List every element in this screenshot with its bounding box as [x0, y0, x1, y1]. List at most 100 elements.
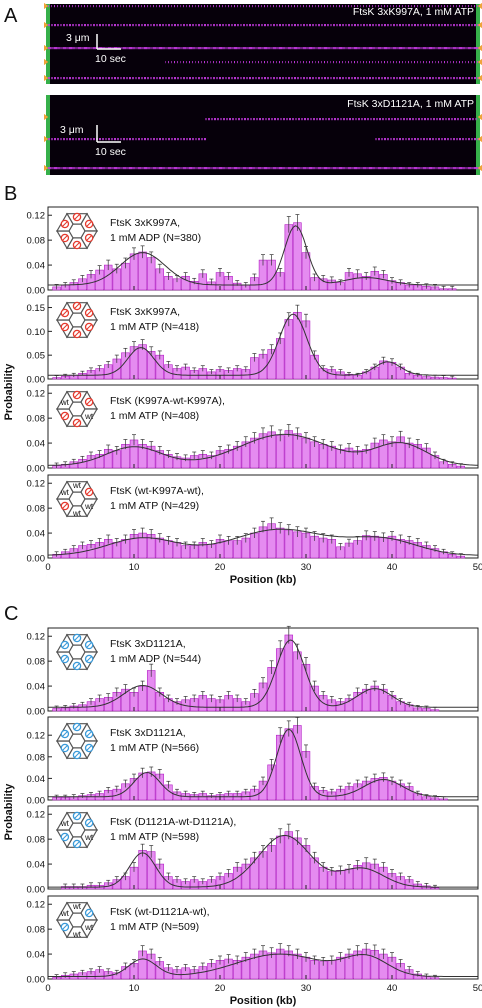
kymograph-1-track-3-seg-0	[363, 61, 364, 64]
kymograph-1-track-4-seg-0	[462, 77, 464, 80]
hexamer-icon-3: wt wt	[55, 390, 99, 428]
kymograph-1-track-0-seg-0	[291, 5, 292, 8]
kymograph-2-track-0-seg-0	[436, 118, 438, 121]
kymograph-1-track-0-seg-0	[261, 5, 262, 8]
ytick-label-3-1: 0.04	[27, 439, 46, 450]
kymograph-1-track-4-seg-0	[357, 77, 359, 80]
kymograph-1-track-1-seg-0	[354, 24, 356, 27]
kymograph-1-track-0-seg-0	[342, 5, 343, 8]
kymograph-1-track-1-seg-0	[429, 24, 431, 27]
kymograph-1-track-2-seg-0	[249, 47, 252, 50]
kymograph-1-track-0-seg-0	[444, 5, 445, 8]
kymograph-1-track-1-seg-0	[426, 24, 428, 27]
kymograph-1-track-3-seg-0	[192, 61, 193, 64]
kymograph-2-track-1-seg-1	[381, 138, 383, 141]
kymograph-1-track-3-seg-0	[408, 61, 409, 64]
kymograph-1-track-2-seg-0	[120, 47, 123, 50]
wt-label-4-0: wt	[72, 481, 82, 490]
hexamer-subunit-4-5	[55, 480, 74, 500]
kymograph-1-track-2-seg-0	[183, 47, 186, 50]
kymograph-1-track-1-seg-0	[336, 24, 338, 27]
kymograph-2-scalebar	[96, 125, 121, 143]
kymograph-2-tracks	[44, 114, 482, 171]
histogram-panel-4: 0.00 0.04 0.08 0.12 0 10 20 30 40 50 Position (kb)…	[27, 474, 482, 586]
bar-5-27	[275, 648, 285, 712]
ytick-label-3-3: 0.12	[27, 389, 46, 400]
kymograph-1-track-1-seg-0	[423, 24, 425, 27]
kymograph-2-track-1-seg-1	[435, 138, 437, 141]
kymograph-1-track-3-seg-0	[417, 61, 418, 64]
legend-line1-5: FtsK 3xD1121A,	[110, 638, 186, 650]
kymograph-1-track-1-seg-0	[276, 24, 278, 27]
kymograph-2-track-2-seg-0	[252, 167, 255, 170]
kymograph-1-track-0-seg-0	[126, 5, 127, 8]
kymograph-1-track-3-seg-0	[216, 61, 217, 64]
legend-line2-1: 1 mM ADP (N=380)	[110, 232, 201, 244]
kymograph-1-right-bead	[476, 4, 480, 84]
kymograph-1-track-3-seg-0	[405, 61, 406, 64]
kymograph-1-track-3-seg-0	[336, 61, 337, 64]
kymograph-1-track-1-seg-0	[270, 24, 272, 27]
kymograph-1-track-1-seg-0	[81, 24, 83, 27]
kymograph-2-track-2-seg-0	[369, 167, 372, 170]
mutant-slash-1-1	[85, 220, 93, 228]
kymograph-2-track-1-seg-0	[171, 138, 173, 141]
mutant-slash-2-0	[73, 302, 81, 310]
kymograph-1-track-2-seg-0	[159, 47, 162, 50]
legend-line2-5: 1 mM ADP (N=544)	[110, 653, 201, 665]
kymograph-2-track-0-seg-0	[283, 118, 285, 121]
kymograph-1-track-3-seg-0	[213, 61, 214, 64]
kymograph-2-track-2-seg-0	[399, 167, 402, 170]
kymograph-1-track-2-seg-0	[51, 47, 54, 50]
kymograph-1-track-2-seg-0	[111, 47, 114, 50]
kymograph-2-track-1-seg-1	[396, 138, 398, 141]
kymograph-1-track-0-seg-0	[252, 5, 253, 8]
kymograph-1-track-0-seg-0	[438, 5, 439, 8]
kymograph-1-track-1-seg-0	[60, 24, 62, 27]
bar-6-28	[284, 728, 294, 801]
wt-label-8-5: wt	[60, 909, 70, 918]
hexamer-subunit-3-5	[55, 390, 74, 410]
kymograph-2-track-0-seg-0	[469, 118, 471, 121]
kymograph-1-left-bead	[46, 4, 50, 84]
kymograph-2-scale-x: 10 sec	[95, 146, 126, 158]
kymograph-1-track-4-seg-0	[276, 77, 278, 80]
kymograph-2-track-2-seg-0	[462, 167, 465, 170]
kymograph-2-track-2-seg-0	[384, 167, 387, 170]
kymograph-2-track-1-seg-0	[144, 138, 146, 141]
kymograph-2-track-0-seg-0	[475, 118, 477, 121]
kymograph-1-track-2-seg-0	[345, 47, 348, 50]
kymograph-1-track-1-seg-0	[231, 24, 233, 27]
ytick-label-2-3: 0.15	[27, 303, 46, 314]
kymograph-1-track-2-seg-0	[252, 47, 255, 50]
kymograph-1-track-3-seg-0	[360, 61, 361, 64]
kymograph-1-track-0-seg-0	[159, 5, 160, 8]
kymograph-2-track-2-seg-0	[420, 167, 423, 170]
kymograph-1-track-0-seg-0	[192, 5, 193, 8]
group-c-ylabel: Probability	[3, 783, 15, 841]
xtick-label-4-1: 10	[129, 562, 140, 573]
kymograph-2-track-0-seg-0	[271, 118, 273, 121]
kymograph-2-track-2-seg-0	[324, 167, 327, 170]
kymograph-1-track-0-seg-0	[57, 5, 58, 8]
kymograph-1-track-4-seg-0	[378, 77, 380, 80]
ytick-label-4-3: 0.12	[27, 479, 46, 490]
kymograph-1-track-1-seg-0	[318, 24, 320, 27]
kymograph-2-track-2-seg-0	[432, 167, 435, 170]
kymograph-2-track-2-seg-0	[99, 167, 102, 170]
kymograph-1-track-0-seg-0	[453, 5, 454, 8]
kymograph-2-track-1-seg-0	[108, 138, 110, 141]
kymograph-1-track-1-seg-0	[123, 24, 125, 27]
kymograph-1-track-1-seg-0	[210, 24, 212, 27]
kymograph-1-track-3-seg-0	[420, 61, 421, 64]
kymograph-2-track-0-seg-0	[247, 118, 249, 121]
kymograph-1-track-4-seg-0	[306, 77, 308, 80]
hexamer-subunit-7-5	[55, 811, 74, 831]
kymograph-1-track-2-seg-0	[228, 47, 231, 50]
kymograph-1-track-4-seg-0	[339, 77, 341, 80]
kymograph-1-track-1-seg-0	[126, 24, 128, 27]
kymograph-1-track-1-seg-0	[390, 24, 392, 27]
kymograph-1-track-0-seg-0	[249, 5, 250, 8]
kymograph-1-track-2-seg-0	[225, 47, 228, 50]
